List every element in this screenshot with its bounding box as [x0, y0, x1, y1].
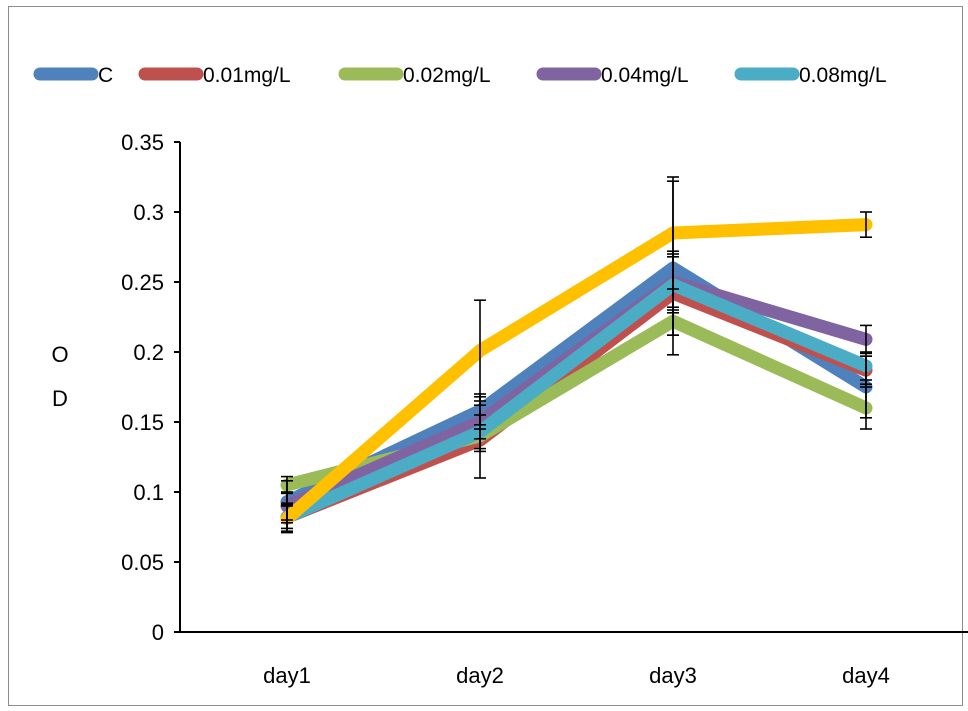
y-tick-label: 0.05 — [121, 550, 164, 575]
y-tick-label: 0.3 — [133, 200, 164, 225]
y-axis: 0 0.05 0.1 0.15 0.2 0.25 0.3 0.35 — [121, 130, 181, 645]
x-tick-label: day1 — [263, 663, 311, 688]
legend: C 0.01mg/L 0.02mg/L 0.04mg/L 0.08mg/L — [33, 64, 887, 87]
y-tick-label: 0.25 — [121, 270, 164, 295]
y-tick-label: 0.2 — [133, 340, 164, 365]
y-tick-label: 0.15 — [121, 410, 164, 435]
series-line — [280, 278, 873, 524]
y-tick-label: 0 — [152, 620, 164, 645]
y-tick-label: 0.1 — [133, 480, 164, 505]
y-axis-title-letter: O — [51, 342, 68, 367]
legend-label: 0.08mg/L — [799, 64, 887, 87]
series-line — [280, 218, 873, 526]
legend-label: C — [98, 64, 113, 87]
legend-label: 0.04mg/L — [601, 64, 689, 87]
error-bars — [281, 176, 872, 534]
x-axis: day1 day2 day3 day4 — [180, 631, 968, 688]
x-tick-label: day4 — [842, 663, 890, 688]
legend-label: 0.01mg/L — [203, 64, 291, 87]
x-tick-label: day3 — [649, 663, 697, 688]
y-axis-title: OD — [51, 342, 68, 411]
legend-label: 0.02mg/L — [403, 64, 491, 87]
series-layer — [280, 218, 873, 526]
x-tick-label: day2 — [456, 663, 504, 688]
y-tick-label: 0.35 — [121, 130, 164, 155]
y-axis-title-letter: D — [52, 386, 68, 411]
